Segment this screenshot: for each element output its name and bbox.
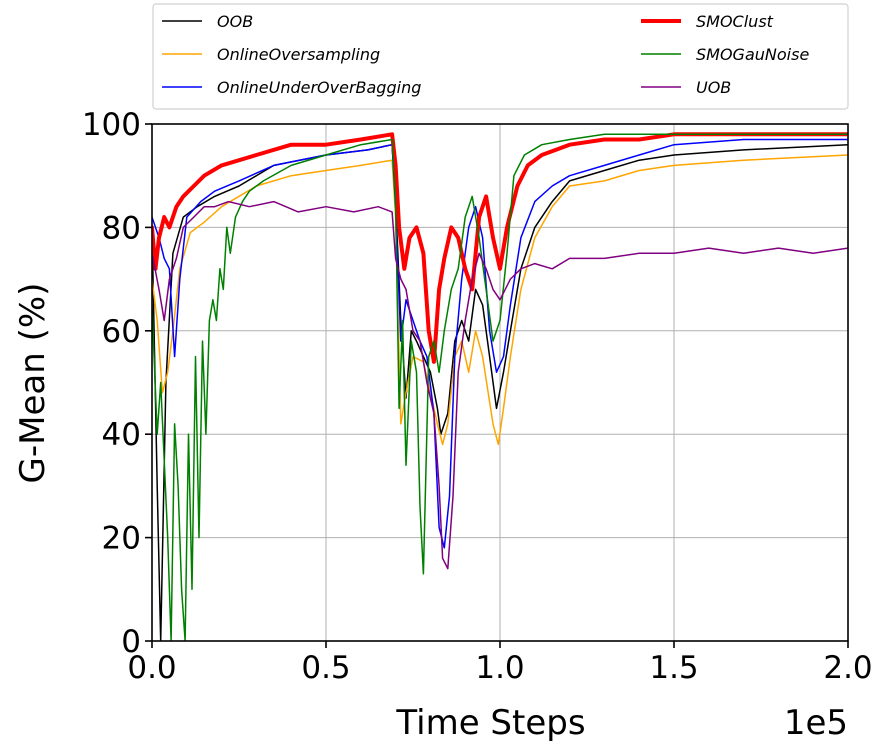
x-axis-title: Time Steps [395, 703, 585, 743]
y-tick-label: 40 [102, 417, 141, 453]
series-line-oob [152, 143, 848, 641]
legend-label-oob: OOB [217, 12, 253, 31]
y-tick-label: 60 [102, 314, 141, 350]
x-tick-label: 1.5 [649, 650, 698, 686]
series-line-onlineunderoverbagging [152, 138, 848, 549]
y-tick-label: 20 [102, 521, 141, 557]
y-tick-label: 0 [121, 624, 141, 660]
legend-label-onlineoversampling: OnlineOversampling [217, 45, 380, 64]
axis-ticks: 0.0 0.5 1.0 1.5 2.0 0 20 40 60 80 100 [82, 107, 873, 686]
plot-area: 0.0 0.5 1.0 1.5 2.0 0 20 40 60 80 100 [82, 107, 873, 686]
series-line-uob [152, 200, 848, 570]
series-line-onlineoversampling [152, 154, 848, 446]
x-tick-label: 0.0 [127, 650, 176, 686]
x-tick-label: 1.0 [475, 650, 524, 686]
x-tick-label: 0.5 [301, 650, 350, 686]
legend-label-smoclust: SMOClust [696, 12, 774, 31]
series-line-smoclust [152, 132, 848, 364]
legend-label-onlineunderoverbagging: OnlineUnderOverBagging [217, 78, 421, 97]
x-axis-offset-label: 1e5 [784, 703, 848, 743]
x-tick-label: 2.0 [823, 650, 872, 686]
legend: OOB OnlineOversampling OnlineUnderOverBagg… [152, 3, 849, 110]
series-lines [152, 132, 848, 641]
legend-box [152, 3, 849, 110]
y-axis-title: G-Mean (%) [13, 283, 53, 484]
legend-label-uob: UOB [696, 78, 731, 97]
series-line-smogaunoise [152, 133, 848, 641]
y-tick-label: 100 [82, 107, 141, 143]
legend-label-smogaunoise: SMOGauNoise [696, 45, 809, 64]
y-tick-label: 80 [102, 210, 141, 246]
